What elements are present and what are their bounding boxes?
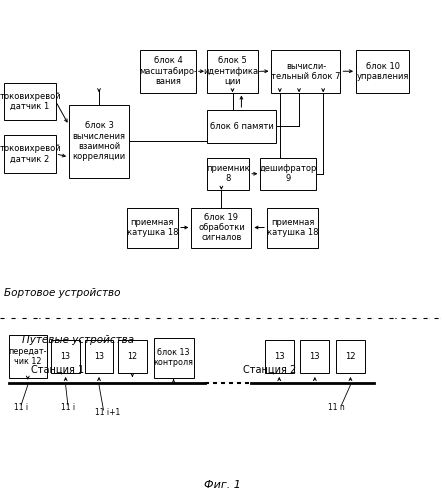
Text: блок 5
идентифика-
ции: блок 5 идентифика- ции [203,56,262,86]
FancyBboxPatch shape [4,135,56,172]
Text: блок 10
управления: блок 10 управления [356,62,409,81]
FancyBboxPatch shape [260,158,316,190]
FancyBboxPatch shape [127,208,178,248]
FancyBboxPatch shape [85,340,113,372]
Text: блок 19
обработки
сигналов: блок 19 обработки сигналов [198,212,245,242]
Text: 13: 13 [310,352,320,361]
FancyBboxPatch shape [69,105,129,178]
Text: Путевые устройства: Путевые устройства [22,335,134,345]
FancyBboxPatch shape [207,158,249,190]
Text: приемник
8: приемник 8 [206,164,250,184]
Text: блок 4
масштабиро-
вания: блок 4 масштабиро- вания [139,56,197,86]
Text: приемная
катушка 18: приемная катушка 18 [127,218,178,237]
Text: токовихревой
датчик 2: токовихревой датчик 2 [0,144,61,164]
Text: блок 13
контроля: блок 13 контроля [154,348,194,367]
Text: Фиг. 1: Фиг. 1 [204,480,241,490]
Text: токовихревой
датчик 1: токовихревой датчик 1 [0,92,61,111]
Text: 13: 13 [274,352,284,361]
Text: передат-
чик 12: передат- чик 12 [8,346,47,366]
Text: 11 i+1: 11 i+1 [95,408,120,417]
FancyBboxPatch shape [265,340,294,372]
Text: блок 3
вычисления
взаимной
корреляции: блок 3 вычисления взаимной корреляции [73,121,125,162]
Text: 11 і: 11 і [14,403,28,412]
FancyBboxPatch shape [271,50,340,92]
Text: дешифратор
9: дешифратор 9 [259,164,317,184]
FancyBboxPatch shape [154,338,194,378]
FancyBboxPatch shape [300,340,329,372]
Text: приемная
катушка 18: приемная катушка 18 [267,218,318,237]
FancyBboxPatch shape [207,110,276,142]
Text: Бортовое устройство: Бортовое устройство [4,288,121,298]
FancyBboxPatch shape [207,50,258,92]
Text: 11 i: 11 i [61,403,75,412]
Text: Станция 1: Станция 1 [31,365,84,375]
FancyBboxPatch shape [140,50,196,92]
Text: блок 6 памяти: блок 6 памяти [210,122,273,131]
FancyBboxPatch shape [336,340,365,372]
FancyBboxPatch shape [51,340,80,372]
Text: 13: 13 [61,352,71,361]
FancyBboxPatch shape [356,50,409,92]
FancyBboxPatch shape [4,82,56,120]
Text: 12: 12 [127,352,138,361]
Text: 11 n: 11 n [328,403,345,412]
Text: вычисли-
тельный блок 7: вычисли- тельный блок 7 [271,62,341,81]
FancyBboxPatch shape [267,208,318,248]
Text: 13: 13 [94,352,104,361]
Text: Станция 2: Станция 2 [243,365,296,375]
FancyBboxPatch shape [9,335,47,378]
FancyBboxPatch shape [191,208,251,248]
FancyBboxPatch shape [118,340,147,372]
Text: 12: 12 [345,352,356,361]
